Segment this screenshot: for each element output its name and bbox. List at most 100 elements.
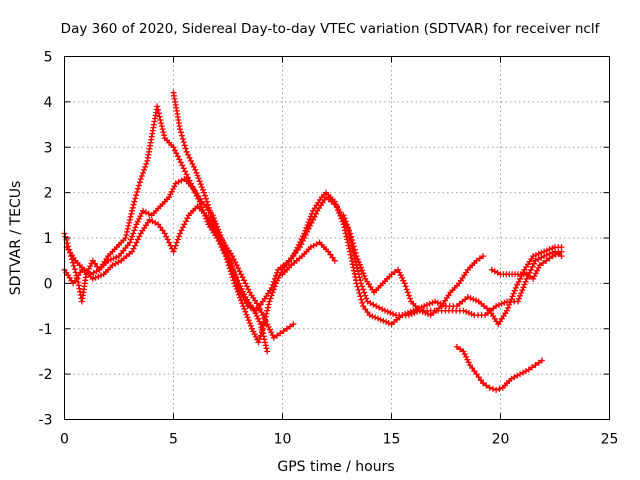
data-point-marker	[132, 224, 139, 231]
data-point-marker	[535, 250, 542, 257]
data-point-marker	[522, 278, 529, 285]
data-point-marker	[360, 270, 367, 277]
data-point-marker	[264, 307, 271, 314]
data-point-marker	[353, 253, 360, 260]
data-point-marker	[132, 242, 138, 249]
data-point-marker	[501, 299, 508, 306]
data-point-marker	[158, 123, 165, 130]
data-point-marker	[355, 268, 362, 275]
data-point-marker	[541, 253, 548, 260]
data-point-marker	[383, 318, 389, 325]
data-point-marker	[183, 148, 190, 155]
data-point-marker	[483, 382, 490, 389]
data-point-marker	[155, 106, 161, 113]
data-point-marker	[465, 359, 472, 366]
data-point-marker	[280, 328, 287, 334]
data-point-marker	[89, 275, 96, 282]
data-point-marker	[131, 227, 138, 234]
series-track-3	[63, 203, 297, 341]
data-point-marker	[253, 313, 260, 319]
data-point-marker	[369, 313, 376, 320]
data-point-marker	[203, 195, 209, 202]
x-tick-label: 15	[383, 432, 401, 448]
data-point-marker	[62, 233, 69, 240]
data-point-marker	[201, 189, 207, 196]
data-point-marker	[246, 320, 253, 327]
data-point-marker	[519, 287, 526, 294]
data-point-marker	[423, 301, 430, 308]
data-point-marker	[395, 266, 401, 273]
data-point-marker	[359, 283, 366, 290]
data-point-marker	[161, 132, 168, 139]
data-point-marker	[257, 321, 264, 328]
data-point-marker	[535, 264, 542, 271]
data-point-marker	[221, 248, 228, 254]
data-point-marker	[361, 273, 368, 279]
data-point-marker	[403, 286, 410, 293]
data-point-marker	[237, 283, 244, 290]
data-point-marker	[355, 258, 362, 265]
data-point-marker	[141, 166, 148, 173]
data-point-marker	[198, 184, 205, 190]
data-point-marker	[512, 284, 519, 291]
data-point-marker	[270, 278, 277, 285]
data-point-marker	[194, 172, 201, 179]
data-point-marker	[211, 222, 218, 229]
data-point-marker	[287, 323, 294, 330]
data-point-marker	[155, 110, 162, 117]
data-point-marker	[166, 194, 173, 201]
y-axis-label: SDTVAR / TECUs	[8, 181, 24, 296]
data-point-marker	[135, 182, 142, 189]
data-point-marker	[76, 285, 83, 292]
data-point-marker	[493, 387, 500, 393]
y-tick-label: 3	[44, 140, 53, 156]
y-tick-labels: -3 -2 -1 0 1 2 3 4 5	[39, 50, 53, 429]
data-point-marker	[546, 255, 553, 262]
data-point-marker	[267, 295, 274, 302]
series-track-2	[61, 176, 565, 319]
data-point-marker	[357, 277, 364, 284]
data-point-marker	[302, 232, 309, 238]
data-point-marker	[178, 129, 184, 136]
data-point-marker	[158, 120, 165, 127]
data-point-marker	[126, 239, 133, 246]
data-point-marker	[405, 312, 412, 319]
data-point-marker	[525, 366, 532, 373]
data-point-marker	[262, 342, 269, 349]
data-point-marker	[177, 230, 183, 237]
data-point-marker	[505, 304, 512, 311]
data-point-marker	[356, 274, 363, 281]
x-tick-label: 25	[601, 432, 619, 448]
data-point-marker	[256, 318, 263, 325]
data-point-marker	[530, 275, 537, 282]
data-point-marker	[350, 243, 357, 250]
y-tick-label: -1	[39, 322, 53, 338]
data-point-marker	[128, 236, 134, 243]
data-point-marker	[463, 353, 470, 360]
data-point-marker	[390, 311, 397, 317]
data-point-marker	[271, 275, 278, 282]
data-point-marker	[156, 113, 163, 120]
data-point-marker	[489, 385, 496, 392]
data-point-marker	[206, 207, 213, 214]
data-point-marker	[170, 186, 177, 192]
data-point-marker	[250, 328, 257, 335]
data-point-marker	[457, 346, 464, 353]
data-point-marker	[480, 253, 487, 260]
data-point-marker	[123, 232, 130, 238]
data-point-marker	[251, 331, 258, 338]
data-point-marker	[142, 163, 149, 170]
data-point-marker	[397, 272, 404, 279]
data-point-marker	[202, 192, 208, 199]
data-point-marker	[348, 233, 354, 240]
data-point-marker	[136, 215, 143, 222]
data-point-marker	[335, 206, 342, 213]
data-point-marker	[416, 307, 423, 314]
data-point-marker	[264, 321, 271, 328]
data-point-marker	[536, 262, 543, 269]
data-point-marker	[192, 166, 199, 173]
data-point-marker	[268, 284, 275, 291]
data-point-marker	[127, 213, 134, 220]
data-point-marker	[180, 139, 187, 146]
data-point-marker	[465, 309, 472, 316]
